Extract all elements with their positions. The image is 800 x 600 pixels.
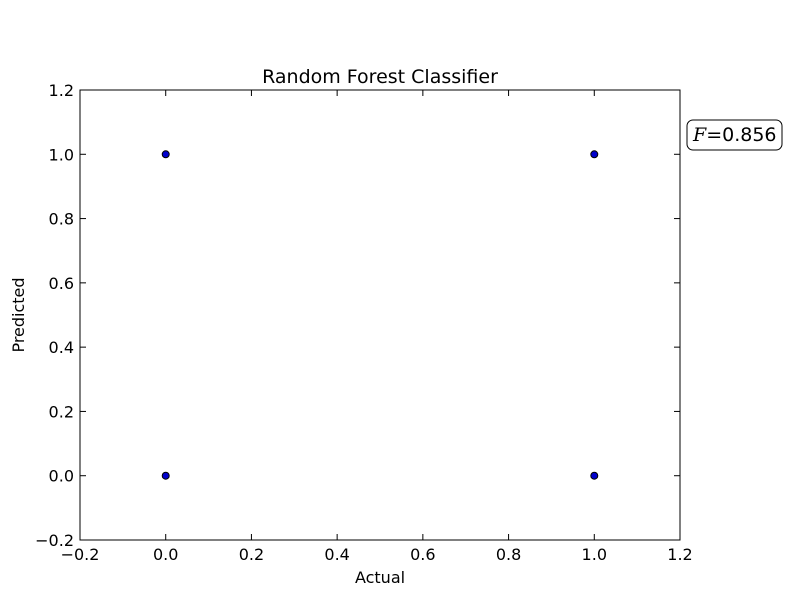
data-point: [161, 150, 170, 159]
plot-area: [80, 90, 680, 540]
x-tick-label: −0.2: [61, 545, 100, 564]
y-tick-label: 0.2: [49, 402, 74, 421]
y-tick-label: 1.0: [49, 145, 74, 164]
y-tick-label: 0.4: [49, 338, 74, 357]
data-points: [161, 150, 599, 480]
axis-tick-labels: −0.2 0.0 0.2 0.4 0.6 0.8 1.0 1.2 −0.2 0.0 0.2 0.4 0.…: [35, 81, 693, 564]
data-point: [590, 150, 599, 159]
x-tick-label: 0.0: [153, 545, 178, 564]
y-tick-label: −0.2: [35, 531, 74, 550]
f-symbol: F: [692, 124, 707, 146]
y-tick-label: 0.8: [49, 210, 74, 229]
x-tick-label: 1.0: [582, 545, 607, 564]
annotation-label: F=0.856: [692, 124, 777, 146]
x-tick-label: 0.6: [410, 545, 435, 564]
f-score-annotation: F=0.856: [686, 119, 783, 151]
y-tick-label: 1.2: [49, 81, 74, 100]
data-point: [590, 471, 599, 480]
y-axis-label: Predicted: [9, 277, 28, 352]
data-point: [161, 471, 170, 480]
y-tick-label: 0.6: [49, 274, 74, 293]
annotation-box: [686, 119, 783, 151]
x-axis-label: Actual: [355, 568, 405, 587]
y-tick-label: 0.0: [49, 467, 74, 486]
f-score-value: =0.856: [706, 124, 776, 146]
x-tick-label: 0.8: [496, 545, 521, 564]
x-tick-label: 0.4: [324, 545, 349, 564]
plot-frame: [79, 89, 681, 541]
chart-title: Random Forest Classifier: [262, 66, 498, 88]
x-tick-label: 1.2: [667, 545, 692, 564]
x-tick-label: 0.2: [239, 545, 264, 564]
